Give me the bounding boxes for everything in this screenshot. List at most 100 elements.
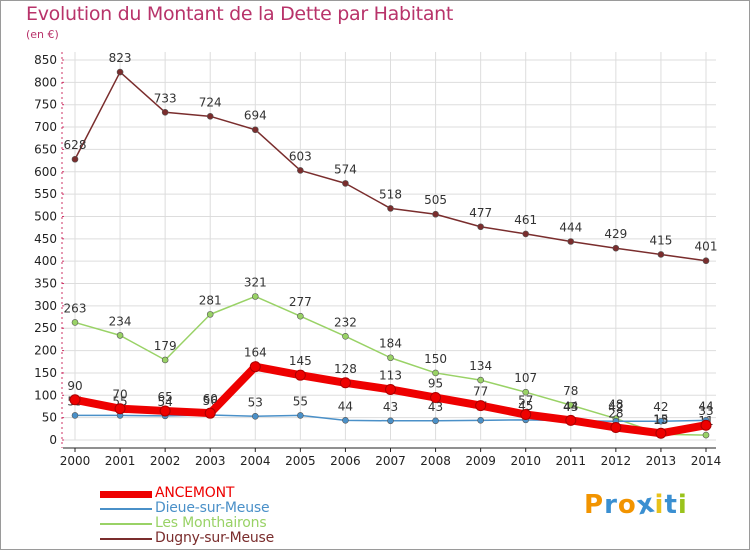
y-tick-label: 600 bbox=[34, 165, 57, 179]
data-point bbox=[159, 405, 171, 417]
y-tick-label: 350 bbox=[34, 277, 57, 291]
y-tick-label: 500 bbox=[34, 209, 57, 223]
data-point bbox=[610, 421, 622, 433]
data-label: 263 bbox=[64, 301, 87, 315]
data-point bbox=[116, 332, 124, 339]
data-label: 134 bbox=[469, 359, 492, 373]
legend-label: Les Monthairons bbox=[155, 515, 267, 531]
data-point bbox=[204, 407, 216, 419]
data-point bbox=[522, 230, 530, 238]
data-label: 145 bbox=[289, 354, 312, 368]
data-label: 429 bbox=[604, 227, 627, 241]
data-label: 43 bbox=[428, 400, 443, 414]
data-point bbox=[251, 126, 259, 134]
data-point bbox=[612, 244, 620, 252]
legend-swatch bbox=[100, 538, 152, 540]
data-point bbox=[71, 412, 79, 419]
data-label: 179 bbox=[154, 339, 177, 353]
data-point bbox=[385, 383, 396, 395]
data-point bbox=[430, 392, 442, 404]
data-label: 107 bbox=[514, 371, 537, 385]
data-point bbox=[342, 332, 349, 340]
data-point bbox=[206, 311, 214, 318]
series-ancemont: 90 70 65 60 164 145 128 113 95 77 57 44 28 15 33 bbox=[67, 346, 714, 439]
legend-swatch bbox=[100, 508, 152, 510]
data-point bbox=[114, 403, 126, 415]
x-tick-label: 2003 bbox=[195, 454, 226, 468]
data-point bbox=[432, 369, 439, 377]
data-label: 281 bbox=[199, 293, 222, 307]
data-point bbox=[567, 238, 575, 245]
data-point bbox=[700, 419, 712, 431]
data-label: 128 bbox=[334, 362, 357, 376]
legend-swatch bbox=[100, 523, 152, 525]
data-label: 444 bbox=[559, 221, 582, 235]
logo-letter: r bbox=[604, 490, 618, 520]
legend-label: ANCEMONT bbox=[155, 485, 235, 501]
data-point bbox=[342, 417, 349, 424]
legend-swatch bbox=[100, 491, 152, 498]
data-label: 48 bbox=[608, 398, 623, 412]
chart-title: Evolution du Montant de la Dette par Hab… bbox=[26, 3, 454, 25]
data-point bbox=[477, 376, 484, 384]
data-label: 232 bbox=[334, 315, 357, 329]
y-tick-label: 300 bbox=[34, 299, 57, 313]
data-label: 43 bbox=[383, 400, 398, 414]
data-label: 461 bbox=[514, 213, 537, 227]
x-tick-label: 2004 bbox=[240, 454, 271, 468]
series-dugny-sur-meuse: 628 823 733 724 694 603 574 518 505 477 461 444 429 4… bbox=[64, 51, 718, 265]
data-point bbox=[294, 369, 306, 381]
data-point bbox=[387, 205, 394, 212]
x-tick-label: 2013 bbox=[646, 454, 677, 468]
y-tick-label: 150 bbox=[34, 366, 57, 380]
proxiti-logo: Proxiti bbox=[584, 488, 688, 521]
data-label: 184 bbox=[379, 337, 402, 351]
data-label: 518 bbox=[379, 187, 402, 201]
data-point bbox=[297, 167, 304, 174]
data-label: 78 bbox=[563, 384, 578, 398]
data-point bbox=[251, 293, 259, 300]
data-point bbox=[565, 414, 577, 426]
x-tick-label: 2002 bbox=[150, 454, 181, 468]
data-label: 70 bbox=[112, 388, 127, 402]
data-point bbox=[71, 155, 79, 163]
data-label: 477 bbox=[469, 206, 492, 220]
data-label: 57 bbox=[518, 394, 533, 408]
data-label: 44 bbox=[698, 399, 713, 413]
y-tick-label: 650 bbox=[34, 142, 57, 156]
data-point bbox=[522, 388, 530, 396]
data-point bbox=[69, 394, 81, 406]
data-label: 234 bbox=[109, 314, 132, 328]
data-label: 95 bbox=[428, 377, 443, 391]
data-label: 724 bbox=[199, 95, 222, 109]
data-point bbox=[297, 312, 304, 320]
y-tick-label: 250 bbox=[34, 321, 57, 335]
data-point bbox=[657, 251, 665, 258]
y-tick-label: 450 bbox=[34, 232, 57, 246]
data-point bbox=[520, 409, 532, 421]
data-point bbox=[432, 210, 439, 218]
y-tick-label: 750 bbox=[34, 98, 57, 112]
x-tick-label: 2009 bbox=[465, 454, 496, 468]
data-label: 54 bbox=[158, 395, 173, 409]
x-tick-label: 2010 bbox=[510, 454, 541, 468]
data-point bbox=[251, 413, 259, 420]
x-tick-label: 2014 bbox=[691, 454, 722, 468]
data-point bbox=[342, 180, 349, 187]
data-label: 415 bbox=[649, 233, 672, 247]
y-tick-label: 50 bbox=[42, 411, 57, 425]
x-tick-label: 2005 bbox=[285, 454, 316, 468]
data-label: 77 bbox=[473, 385, 488, 399]
x-tick-label: 2006 bbox=[330, 454, 361, 468]
data-label: 53 bbox=[248, 395, 263, 409]
data-point bbox=[339, 377, 351, 389]
logo-letter: P bbox=[584, 490, 605, 520]
data-label: 505 bbox=[424, 193, 447, 207]
y-tick-label: 400 bbox=[34, 254, 57, 268]
logo-letter: i bbox=[654, 490, 665, 520]
data-label: 401 bbox=[695, 240, 718, 254]
x-tick-label: 2012 bbox=[601, 454, 632, 468]
y-tick-label: 200 bbox=[34, 344, 57, 358]
x-tick-label: 2001 bbox=[105, 454, 136, 468]
